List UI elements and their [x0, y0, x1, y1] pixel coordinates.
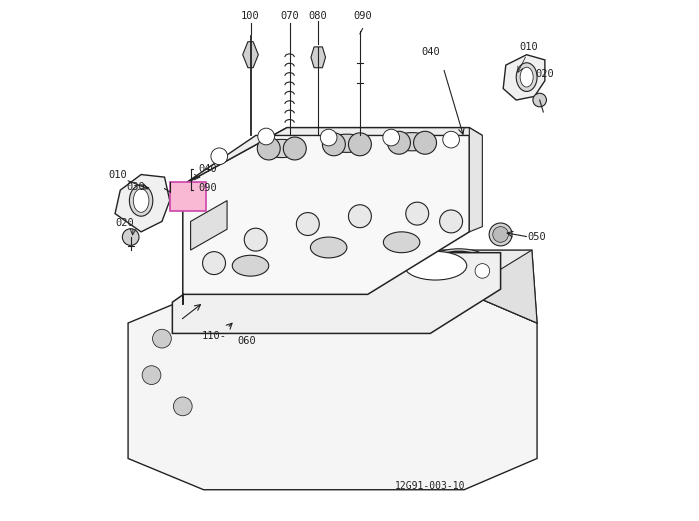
Text: 12G91-003-10: 12G91-003-10	[395, 480, 466, 491]
Text: 060: 060	[238, 336, 257, 346]
Circle shape	[411, 250, 412, 251]
Ellipse shape	[327, 134, 366, 153]
Ellipse shape	[256, 262, 318, 291]
Circle shape	[405, 251, 419, 265]
Circle shape	[416, 246, 428, 259]
Polygon shape	[182, 128, 482, 185]
Circle shape	[475, 264, 489, 278]
Circle shape	[533, 93, 547, 107]
Circle shape	[142, 366, 161, 384]
Text: 010: 010	[108, 169, 127, 180]
Circle shape	[479, 262, 491, 275]
Circle shape	[440, 210, 463, 233]
Ellipse shape	[263, 271, 275, 276]
Polygon shape	[464, 250, 537, 323]
Ellipse shape	[517, 63, 537, 92]
Polygon shape	[182, 128, 469, 305]
Ellipse shape	[284, 252, 331, 270]
Ellipse shape	[226, 281, 238, 287]
Circle shape	[257, 137, 280, 160]
Circle shape	[320, 129, 337, 146]
Circle shape	[383, 129, 400, 146]
Ellipse shape	[129, 185, 153, 216]
Circle shape	[203, 252, 226, 275]
Ellipse shape	[431, 249, 488, 272]
Circle shape	[236, 256, 250, 270]
Text: 040: 040	[421, 47, 440, 57]
Ellipse shape	[310, 237, 347, 258]
Circle shape	[258, 128, 275, 145]
Circle shape	[122, 229, 139, 245]
Text: 020: 020	[535, 69, 554, 79]
Polygon shape	[503, 55, 545, 100]
Ellipse shape	[520, 67, 533, 87]
Circle shape	[493, 227, 508, 242]
Ellipse shape	[435, 252, 482, 270]
Circle shape	[296, 213, 319, 235]
Text: 020: 020	[115, 218, 134, 228]
Circle shape	[414, 131, 436, 154]
Polygon shape	[173, 253, 500, 333]
Polygon shape	[243, 42, 259, 68]
Circle shape	[152, 329, 171, 348]
Ellipse shape	[134, 189, 149, 213]
Text: 090: 090	[353, 10, 372, 21]
Circle shape	[245, 273, 246, 274]
Polygon shape	[191, 201, 227, 250]
Circle shape	[211, 148, 228, 165]
Circle shape	[322, 133, 345, 156]
Circle shape	[349, 205, 371, 228]
Polygon shape	[469, 128, 482, 232]
Circle shape	[283, 137, 306, 160]
Circle shape	[343, 246, 356, 259]
Circle shape	[338, 255, 340, 256]
Circle shape	[281, 262, 294, 275]
Text: 110-: 110-	[201, 331, 226, 341]
Ellipse shape	[331, 252, 394, 280]
Text: 100: 100	[241, 10, 260, 21]
Ellipse shape	[404, 252, 467, 280]
Polygon shape	[115, 175, 170, 232]
Ellipse shape	[354, 249, 412, 272]
Circle shape	[442, 131, 459, 148]
Polygon shape	[203, 250, 537, 323]
Ellipse shape	[360, 252, 407, 270]
Circle shape	[405, 202, 428, 225]
Ellipse shape	[275, 265, 288, 271]
Ellipse shape	[244, 270, 257, 277]
Ellipse shape	[245, 273, 257, 279]
FancyBboxPatch shape	[170, 182, 206, 211]
Circle shape	[387, 131, 410, 154]
Circle shape	[326, 251, 341, 265]
Polygon shape	[311, 47, 326, 68]
Ellipse shape	[218, 278, 231, 284]
Circle shape	[349, 133, 371, 156]
Polygon shape	[128, 292, 537, 490]
Text: 070: 070	[280, 10, 299, 21]
Text: 090: 090	[199, 182, 217, 193]
Ellipse shape	[383, 232, 420, 253]
Ellipse shape	[262, 140, 301, 158]
Text: 040: 040	[199, 164, 217, 175]
Text: 080: 080	[309, 10, 328, 21]
Circle shape	[199, 279, 213, 294]
Text: 010: 010	[520, 42, 539, 52]
Ellipse shape	[232, 255, 268, 276]
Circle shape	[489, 223, 512, 246]
Circle shape	[244, 228, 267, 251]
Ellipse shape	[279, 249, 336, 272]
Text: 030-: 030-	[127, 181, 152, 192]
Text: 050: 050	[528, 232, 547, 242]
Ellipse shape	[392, 132, 431, 151]
Circle shape	[173, 397, 192, 416]
